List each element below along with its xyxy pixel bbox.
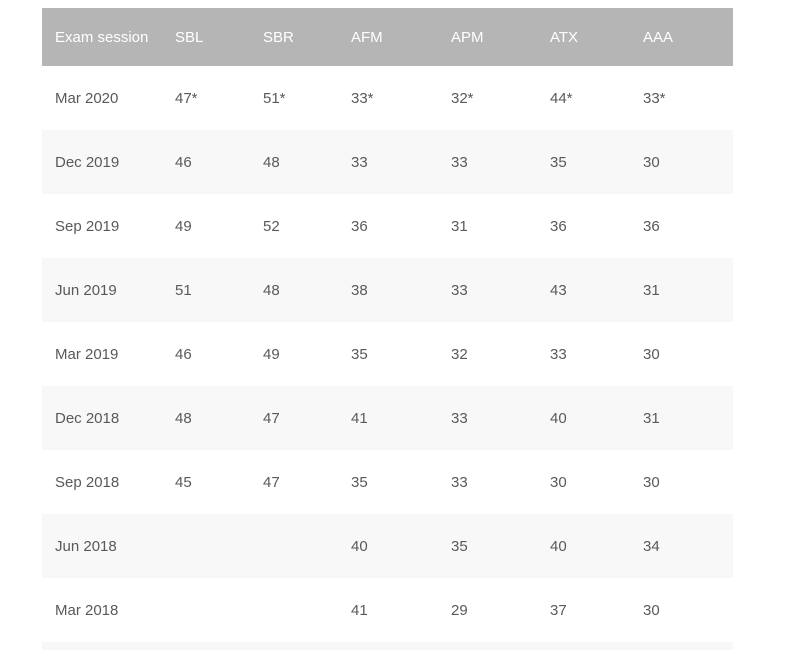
value-cell: 32 — [451, 345, 468, 363]
value-cell: 37 — [550, 601, 567, 619]
column-header-sbl: SBL — [162, 8, 250, 66]
table-row: Dec 2019 46 48 33 33 35 30 — [42, 130, 733, 194]
value-cell: 33 — [451, 409, 468, 427]
value-cell: 45 — [175, 473, 192, 491]
value-cell: 51 — [175, 281, 192, 299]
column-header-exam-session: Exam session — [42, 8, 162, 66]
value-cell: 47* — [175, 89, 198, 107]
value-cell: 35 — [351, 473, 368, 491]
value-cell: 33* — [351, 89, 374, 107]
value-cell: 30 — [643, 153, 660, 171]
partial-next-row — [42, 642, 733, 650]
value-cell: 40 — [351, 537, 368, 555]
value-cell: 40 — [550, 409, 567, 427]
value-cell: 33 — [451, 473, 468, 491]
table-row: Mar 2018 41 29 37 30 — [42, 578, 733, 642]
session-cell: Dec 2019 — [55, 153, 120, 171]
value-cell: 41 — [351, 601, 368, 619]
value-cell: 46 — [175, 153, 192, 171]
table-row: Jun 2018 40 35 40 34 — [42, 514, 733, 578]
table-row: Dec 2018 48 47 41 33 40 31 — [42, 386, 733, 450]
value-cell: 49 — [175, 217, 192, 235]
value-cell — [250, 514, 338, 578]
table-header-row: Exam session SBL SBR AFM APM ATX AAA — [42, 8, 733, 66]
value-cell: 48 — [263, 153, 280, 171]
value-cell: 35 — [451, 537, 468, 555]
value-cell — [162, 578, 250, 642]
value-cell: 48 — [175, 409, 192, 427]
value-cell: 51* — [263, 89, 286, 107]
value-cell: 29 — [451, 601, 468, 619]
value-cell: 35 — [351, 345, 368, 363]
value-cell: 46 — [175, 345, 192, 363]
value-cell: 31 — [451, 217, 468, 235]
session-cell: Jun 2019 — [55, 281, 117, 299]
session-cell: Mar 2020 — [55, 89, 119, 107]
value-cell: 30 — [643, 473, 660, 491]
value-cell: 36 — [550, 217, 567, 235]
value-cell: 30 — [643, 345, 660, 363]
value-cell: 43 — [550, 281, 567, 299]
pass-rates-table-container: Exam session SBL SBR AFM APM ATX AAA Mar 2020 4… — [42, 8, 733, 650]
table-row: Mar 2020 47* 51* 33* 32* 44* 33* — [42, 66, 733, 130]
value-cell: 40 — [550, 537, 567, 555]
table-row: Sep 2018 45 47 35 33 30 30 — [42, 450, 733, 514]
value-cell: 34 — [643, 537, 660, 555]
value-cell: 47 — [263, 409, 280, 427]
value-cell — [250, 578, 338, 642]
value-cell: 30 — [643, 601, 660, 619]
value-cell: 33* — [643, 89, 666, 107]
session-cell: Sep 2018 — [55, 473, 120, 491]
pass-rates-table: Exam session SBL SBR AFM APM ATX AAA Mar 2020 4… — [42, 8, 733, 642]
value-cell — [162, 514, 250, 578]
value-cell: 33 — [451, 153, 468, 171]
value-cell: 52 — [263, 217, 280, 235]
value-cell: 32* — [451, 89, 474, 107]
value-cell: 36 — [351, 217, 368, 235]
session-cell: Jun 2018 — [55, 537, 117, 555]
column-header-aaa: AAA — [630, 8, 733, 66]
value-cell: 49 — [263, 345, 280, 363]
column-header-afm: AFM — [338, 8, 438, 66]
value-cell: 41 — [351, 409, 368, 427]
value-cell: 33 — [451, 281, 468, 299]
table-row: Mar 2019 46 49 35 32 33 30 — [42, 322, 733, 386]
session-cell: Mar 2018 — [55, 601, 119, 619]
value-cell: 31 — [643, 409, 660, 427]
session-cell: Mar 2019 — [55, 345, 119, 363]
value-cell: 33 — [351, 153, 368, 171]
column-header-sbr: SBR — [250, 8, 338, 66]
column-header-apm: APM — [438, 8, 537, 66]
value-cell: 30 — [550, 473, 567, 491]
session-cell: Sep 2019 — [55, 217, 120, 235]
value-cell: 35 — [550, 153, 567, 171]
value-cell: 38 — [351, 281, 368, 299]
value-cell: 44* — [550, 89, 573, 107]
session-cell: Dec 2018 — [55, 409, 120, 427]
value-cell: 33 — [550, 345, 567, 363]
value-cell: 47 — [263, 473, 280, 491]
column-header-atx: ATX — [537, 8, 630, 66]
table-row: Sep 2019 49 52 36 31 36 36 — [42, 194, 733, 258]
value-cell: 48 — [263, 281, 280, 299]
value-cell: 31 — [643, 281, 660, 299]
table-row: Jun 2019 51 48 38 33 43 31 — [42, 258, 733, 322]
value-cell: 36 — [643, 217, 660, 235]
